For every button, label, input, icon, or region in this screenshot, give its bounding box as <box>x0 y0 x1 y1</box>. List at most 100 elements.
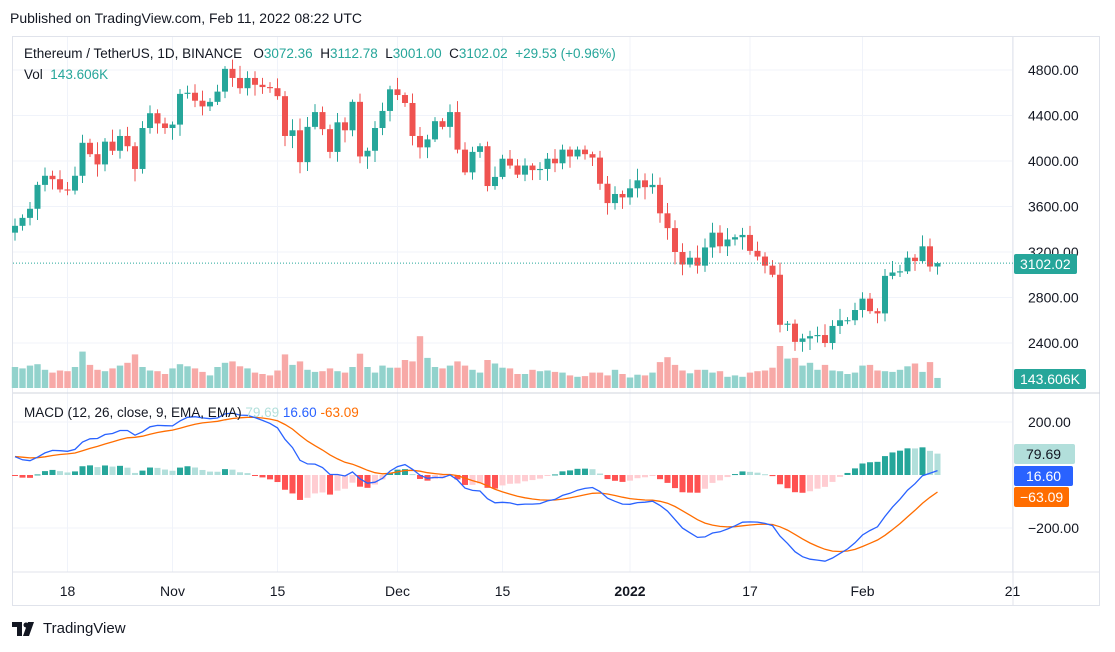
candle-body <box>522 165 528 175</box>
volume-bar <box>536 371 544 388</box>
volume-bar <box>19 368 26 388</box>
macd-histogram-bar <box>762 474 768 476</box>
volume-bar <box>304 369 311 388</box>
price-axis-label: 4000.00 <box>1028 153 1079 169</box>
volume-bar <box>851 372 859 388</box>
candle-body <box>537 168 543 171</box>
time-axis-label: 15 <box>495 583 511 599</box>
candle-body <box>199 100 206 107</box>
macd-histogram-bar <box>649 475 656 477</box>
candle-body <box>822 335 828 343</box>
candle-body <box>297 130 303 163</box>
candle-body <box>799 338 806 342</box>
volume-bar <box>701 369 709 388</box>
volume-bar <box>326 368 334 388</box>
macd-histogram-bar <box>417 475 423 479</box>
time-axis-label: 15 <box>270 583 286 599</box>
volume-bar <box>604 375 611 388</box>
candle-body <box>177 93 183 125</box>
candle-body <box>919 246 926 262</box>
macd-histogram-bar <box>259 475 266 478</box>
volume-label: Vol <box>24 67 43 82</box>
candle-body <box>222 68 228 92</box>
volume-bar <box>379 365 386 388</box>
macd-histogram-bar <box>117 465 123 475</box>
macd-histogram-bar <box>154 467 161 475</box>
candle-body <box>882 275 888 314</box>
volume-bar <box>334 371 341 388</box>
macd-histogram-bar <box>364 475 371 488</box>
macd-histogram-bar <box>934 453 941 475</box>
chart-frame[interactable] <box>12 36 1100 606</box>
macd-histogram-bar <box>882 456 888 475</box>
volume-bar <box>919 371 926 388</box>
volume-bar <box>506 368 514 388</box>
macd-histogram-bar <box>732 474 738 476</box>
macd-histogram-bar <box>739 471 746 475</box>
candle-body <box>454 112 461 150</box>
candle-body <box>64 189 71 191</box>
volume-bar <box>889 371 896 388</box>
volume-bar <box>761 370 769 388</box>
candle-body <box>552 158 558 164</box>
candle-body <box>424 139 431 148</box>
macd-histogram-bar <box>814 475 821 489</box>
macd-histogram-bar <box>34 474 41 476</box>
candle-body <box>192 92 198 101</box>
macd-histogram-bar <box>702 475 708 489</box>
macd-histogram-bar <box>289 475 296 494</box>
macd-histogram-bar <box>747 471 753 475</box>
macd-histogram-bar <box>312 475 318 494</box>
volume-bar <box>79 351 86 388</box>
volume-bar <box>484 360 491 388</box>
volume-bar <box>424 357 431 388</box>
macd-histogram-bar <box>139 470 146 475</box>
macd-histogram-bar <box>102 465 108 475</box>
candle-body <box>79 142 86 176</box>
macd-histogram-bar <box>522 475 528 482</box>
low-value: 3001.00 <box>392 46 442 61</box>
macd-histogram-bar <box>634 475 641 479</box>
macd-histogram-bar <box>889 452 896 475</box>
macd-histogram-bar <box>619 475 626 482</box>
volume-bar <box>64 371 71 388</box>
macd-histogram-bar <box>552 474 558 476</box>
volume-bar <box>394 367 401 388</box>
candle-body <box>574 149 581 157</box>
candle-body <box>439 121 446 127</box>
macd-histogram-bar <box>927 450 933 475</box>
candle-body <box>12 225 18 233</box>
volume-bar <box>49 372 56 388</box>
macd-histogram-bar <box>477 475 483 484</box>
candle-body <box>34 184 41 209</box>
macd-histogram-bar <box>664 475 671 483</box>
candle-body <box>124 135 131 147</box>
macd-histogram-bar <box>567 470 573 475</box>
candle-body <box>777 274 783 325</box>
tradingview-logo[interactable]: TradingView <box>12 620 126 637</box>
candle-body <box>462 149 468 173</box>
candle-body <box>889 272 896 276</box>
macd-label[interactable]: MACD (12, 26, close, 9, EMA, EMA) <box>24 405 242 420</box>
macd-histogram-bar <box>837 475 843 477</box>
volume-bar <box>821 364 829 388</box>
volume-bar <box>161 374 169 388</box>
published-caption: Published on TradingView.com, Feb 11, 20… <box>10 10 363 26</box>
macd-histogram-bar <box>597 473 603 475</box>
volume-bar <box>521 374 529 388</box>
candle-body <box>147 113 153 129</box>
macd-histogram-bar <box>499 475 506 486</box>
macd-axis-label: −200.00 <box>1028 520 1079 536</box>
volume-bar <box>491 363 499 388</box>
volume-bar <box>244 368 251 388</box>
volume-bar <box>881 371 889 388</box>
candle-body <box>342 122 348 131</box>
candle-body <box>829 325 836 343</box>
symbol-title[interactable]: Ethereum / TetherUS, 1D, BINANCE <box>24 46 243 61</box>
volume-bar <box>371 372 379 388</box>
volume-bar <box>169 368 176 388</box>
candle-body <box>747 234 753 251</box>
candle-body <box>544 158 551 169</box>
time-axis-label: 2022 <box>614 583 645 599</box>
